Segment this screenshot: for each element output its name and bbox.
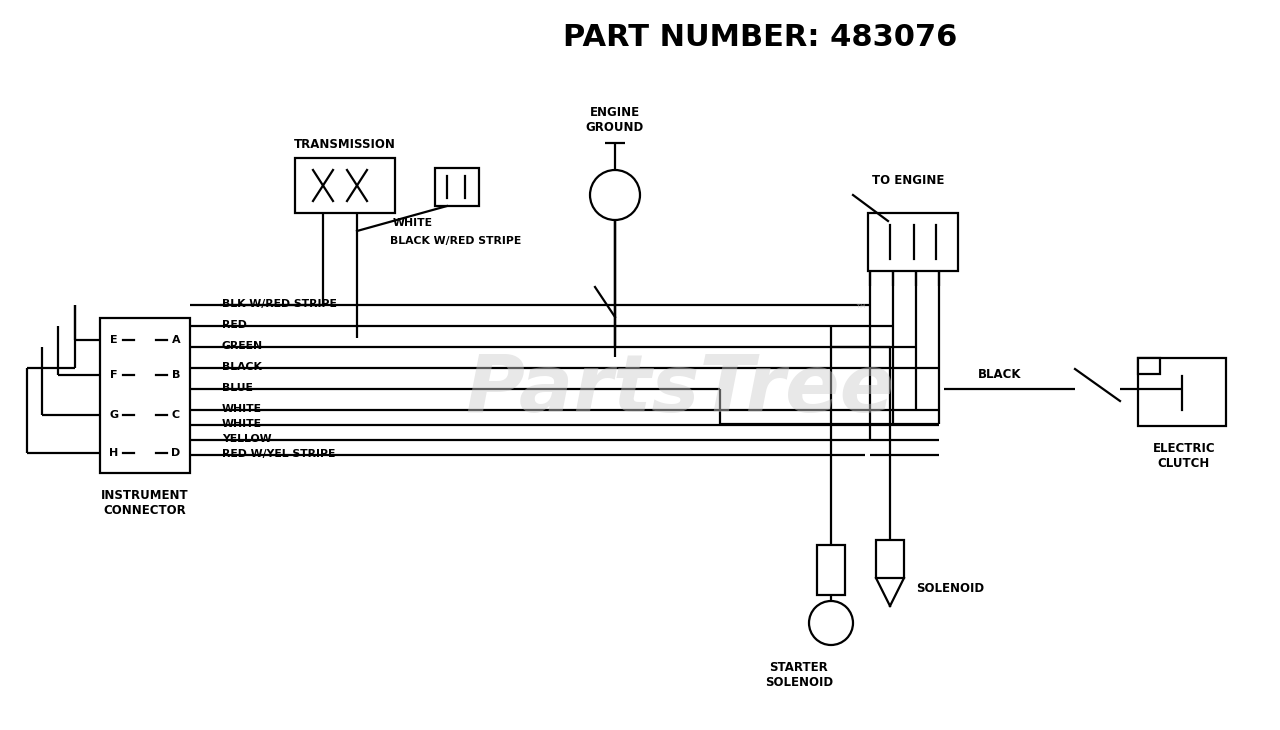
Text: WHITE: WHITE [393, 218, 433, 228]
Text: G: G [109, 410, 119, 420]
Bar [435, 168, 479, 206]
Text: ENGINE
GROUND: ENGINE GROUND [586, 106, 644, 134]
Bar [817, 545, 845, 595]
Bar [868, 213, 957, 271]
Bar [294, 158, 396, 213]
Text: TO ENGINE: TO ENGINE [872, 174, 945, 188]
Text: BLACK: BLACK [221, 362, 262, 372]
Text: INSTRUMENT
CONNECTOR: INSTRUMENT CONNECTOR [101, 489, 189, 517]
Text: D: D [172, 448, 180, 458]
Text: STARTER
SOLENOID: STARTER SOLENOID [765, 661, 833, 689]
Text: BLACK W/RED STRIPE: BLACK W/RED STRIPE [390, 236, 521, 246]
Text: PartsTrеe: PartsTrеe [466, 351, 895, 429]
Text: A: A [172, 335, 180, 345]
Text: C: C [172, 410, 180, 420]
Text: H: H [109, 448, 119, 458]
Text: SOLENOID: SOLENOID [916, 582, 984, 594]
Bar [876, 540, 904, 578]
Text: WHITE: WHITE [221, 404, 262, 414]
Text: B: B [172, 370, 180, 380]
Bar [1138, 358, 1226, 426]
Text: TRANSMISSION: TRANSMISSION [294, 139, 396, 152]
Text: BLK W/RED STRIPE: BLK W/RED STRIPE [221, 299, 337, 309]
Text: ELECTRIC
CLUTCH: ELECTRIC CLUTCH [1153, 442, 1215, 470]
Text: RED W/YEL STRIPE: RED W/YEL STRIPE [221, 449, 335, 459]
Text: ™: ™ [854, 304, 867, 317]
Text: GREEN: GREEN [221, 341, 264, 351]
Text: F: F [110, 370, 118, 380]
Bar [1138, 358, 1160, 374]
Text: RED: RED [221, 320, 247, 330]
Text: WHITE: WHITE [221, 419, 262, 429]
Text: YELLOW: YELLOW [221, 434, 271, 444]
Bar [100, 318, 189, 473]
Text: PART NUMBER: 483076: PART NUMBER: 483076 [563, 23, 957, 53]
Text: E: E [110, 335, 118, 345]
Text: BLACK: BLACK [978, 369, 1021, 382]
Text: BLUE: BLUE [221, 383, 253, 393]
